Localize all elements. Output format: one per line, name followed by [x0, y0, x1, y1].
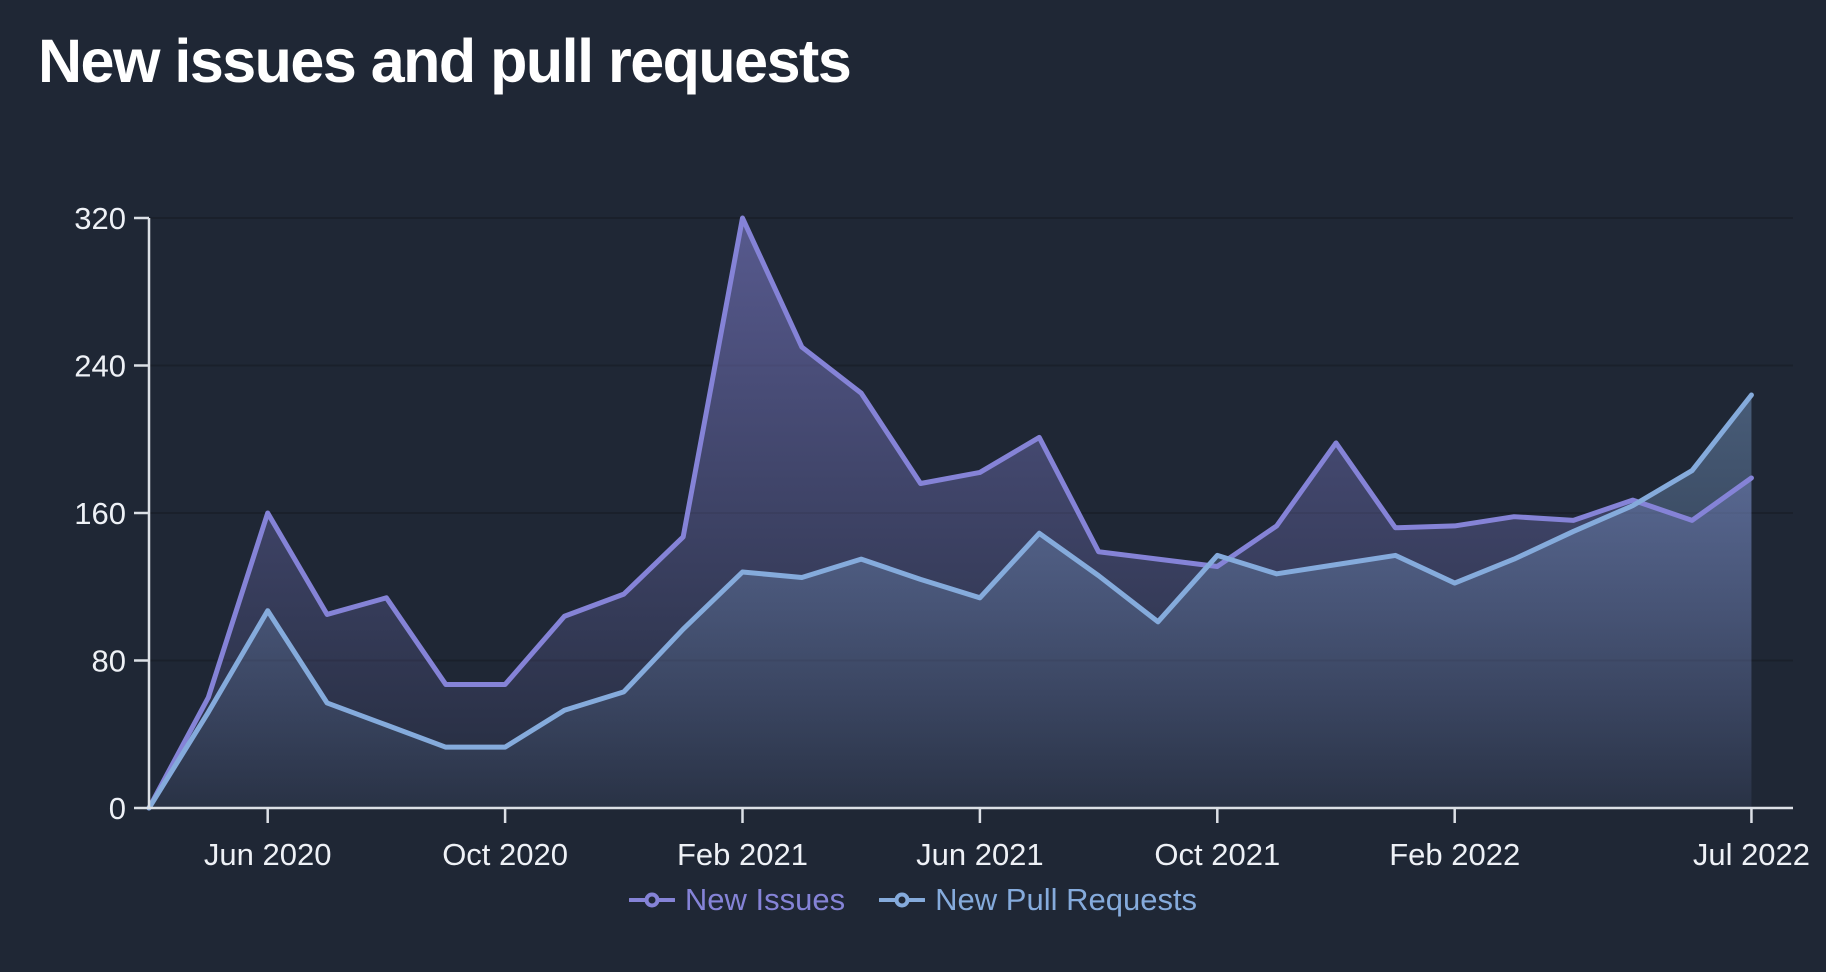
- area-new-pull-requests: [149, 395, 1752, 808]
- legend-item-new-issues[interactable]: New Issues: [628, 882, 846, 917]
- x-axis-label-0: Jun 2020: [204, 837, 332, 872]
- x-axis-label-2: Feb 2021: [677, 837, 808, 872]
- line-new-pull-requests: [146, 392, 1754, 811]
- x-axis-label-4: Oct 2021: [1154, 837, 1280, 872]
- y-axis-label-160: 160: [74, 496, 126, 531]
- y-axis-label-240: 240: [74, 349, 126, 384]
- legend-item-new-pull-requests[interactable]: New Pull Requests: [879, 884, 1197, 915]
- legend-marker-new-pull-requests: [879, 892, 926, 907]
- line-new-issues: [146, 215, 1754, 811]
- legend-marker-new-issues: [628, 892, 675, 907]
- legend-label-new-issues: New Issues: [684, 882, 846, 917]
- y-axis-label-320: 320: [74, 201, 126, 236]
- chart-title: New issues and pull requests: [38, 27, 852, 95]
- x-axis-label-6: Jul 2022: [1693, 837, 1810, 872]
- chart-legend: New Issues New Pull Requests: [0, 884, 1826, 915]
- y-axis-label-80: 80: [92, 644, 126, 679]
- y-axis-label-0: 0: [109, 791, 126, 826]
- legend-label-new-pull-requests: New Pull Requests: [935, 882, 1198, 917]
- x-axis-label-5: Feb 2022: [1389, 837, 1520, 872]
- x-axis-label-3: Jun 2021: [916, 837, 1044, 872]
- x-axis-label-1: Oct 2020: [442, 837, 568, 872]
